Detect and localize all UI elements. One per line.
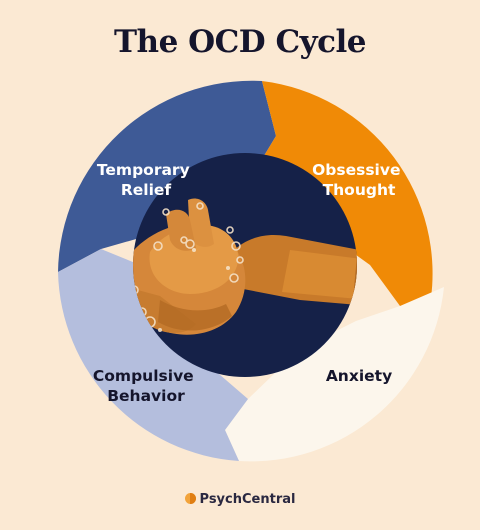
segment-compulsive-behavior <box>58 249 248 461</box>
center-hands-washing-image <box>133 153 357 377</box>
label-temporary-relief: Temporary Relief <box>97 161 195 199</box>
logo-text: PsychCentral <box>199 492 296 507</box>
segment-temporary-relief <box>58 80 276 272</box>
segment-anxiety <box>225 287 444 462</box>
label-anxiety: Anxiety <box>326 367 392 385</box>
psychcentral-logo: PsychCentral <box>0 492 480 507</box>
psychcentral-logo-icon <box>184 493 196 504</box>
segment-obsessive-thought <box>250 81 433 306</box>
label-obsessive-thought: Obsessive Thought <box>312 161 406 199</box>
label-compulsive-behavior: Compulsive Behavior <box>93 367 199 405</box>
diagram-title: The OCD Cycle <box>113 24 367 60</box>
